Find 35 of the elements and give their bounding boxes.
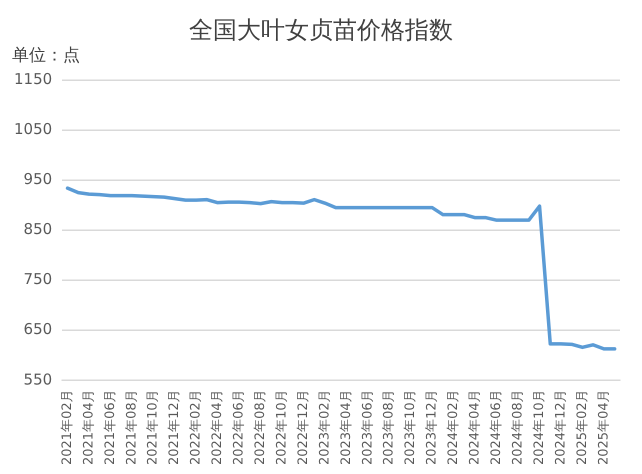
x-tick-label: 2021年10月 [146,389,161,466]
x-tick-label: 2022年04月 [210,389,226,466]
x-tick-label: 2022年02月 [188,389,204,466]
x-tick-label: 2025年04月 [596,389,612,466]
x-tick-label: 2021年06月 [102,389,118,466]
x-tick-label: 2024年10月 [532,389,547,466]
y-tick-label: 950 [24,170,52,188]
x-tick-label: 2025年02月 [574,389,590,466]
x-tick-label: 2022年10月 [274,389,290,466]
y-tick-label: 850 [24,220,52,238]
x-tick-label: 2024年02月 [446,389,462,466]
y-tick-label: 550 [24,370,52,388]
x-tick-label: 2023年06月 [360,389,376,466]
y-axis-title: 单位：点 [12,45,80,66]
x-tick-label: 2022年06月 [232,389,247,466]
x-tick-label: 2023年10月 [403,389,418,466]
y-tick-label: 1050 [14,120,52,138]
x-tick-label: 2023年04月 [338,389,354,466]
y-tick-label: 750 [24,270,52,288]
x-tick-label: 2021年12月 [167,389,182,466]
x-tick-label: 2021年08月 [124,389,140,466]
x-tick-label: 2023年12月 [424,389,440,466]
x-tick-label: 2023年08月 [382,389,397,466]
x-tick-label: 2024年12月 [553,389,568,466]
x-tick-label: 2024年06月 [489,389,504,466]
x-tick-label: 2024年08月 [510,389,526,466]
x-tick-label: 2024年04月 [468,389,483,466]
x-tick-label: 2022年12月 [296,389,311,466]
x-tick-label: 2023年02月 [317,389,332,466]
x-tick-label: 2022年08月 [253,389,268,466]
x-tick-label: 2021年04月 [81,389,96,466]
chart-title: 全国大叶女贞苗价格指数 [189,16,453,44]
y-tick-label: 1150 [14,70,52,88]
y-tick-label: 650 [24,320,52,338]
x-tick-label: 2021年02月 [60,389,75,466]
